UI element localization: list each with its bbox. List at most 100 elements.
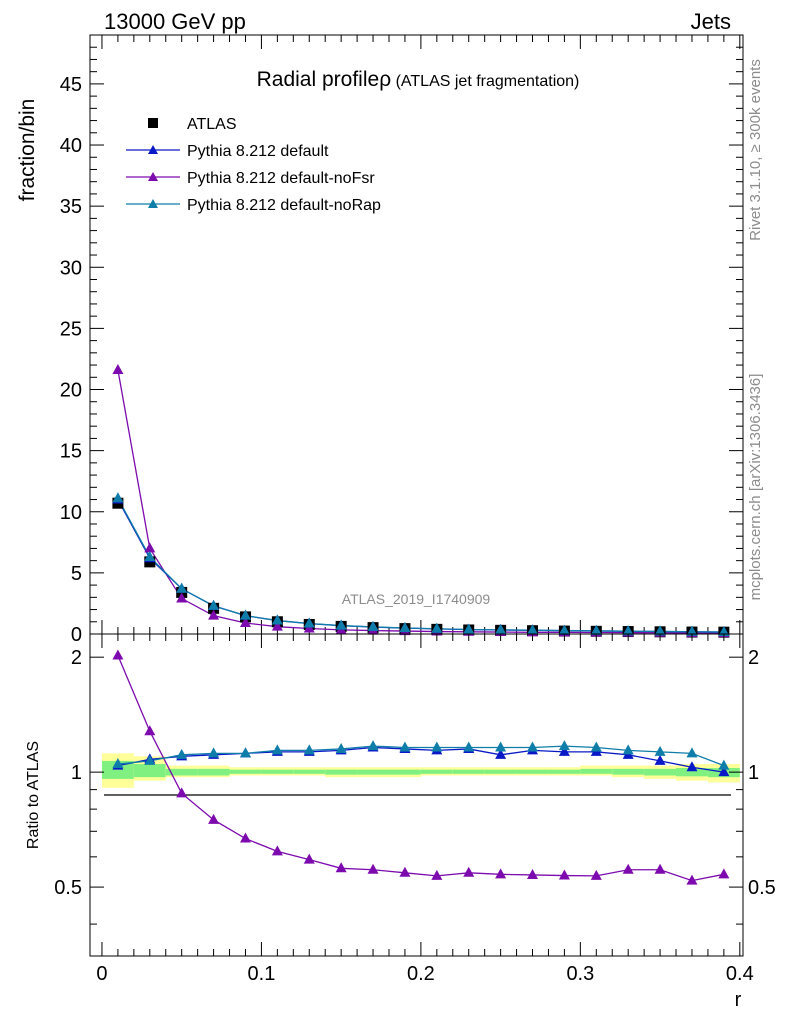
header-right: Jets (691, 9, 731, 34)
main-series-point (239, 609, 251, 620)
main-series-point (527, 624, 539, 635)
ratio-band-green (388, 769, 421, 775)
ratio-ytick-label-right: 2 (748, 647, 759, 669)
side-label-top: Rivet 3.1.10, ≥ 300k events (747, 59, 764, 241)
main-series-point (335, 619, 347, 630)
ratio-ylabel: Ratio to ATLAS (25, 741, 42, 849)
ratio-ytick-label: 0.5 (54, 877, 82, 899)
ratio-series-point (654, 863, 666, 874)
legend-marker-nofsr (148, 172, 158, 181)
ratio-series-point (399, 741, 411, 752)
main-ytick-label: 10 (60, 502, 82, 524)
ratio-band-green (293, 769, 326, 774)
legend-label-atlas: ATLAS (187, 116, 237, 133)
ratio-series-point (527, 868, 539, 879)
ratio-series-point (335, 742, 347, 753)
legend: ATLAS Pythia 8.212 default Pythia 8.212 … (126, 116, 381, 214)
ratio-panel: 0.5 0.51 12 2 0 0.1 0.2 0.3 0.4 Ratio to ATLAS … (25, 633, 776, 1011)
main-ytick-label: 45 (60, 74, 82, 96)
main-ylabel: fraction/bin (16, 99, 39, 202)
main-series-point (271, 614, 283, 625)
main-series-point (686, 625, 698, 636)
chart-title-sub: (ATLAS jet fragmentation) (396, 73, 580, 90)
ratio-series-point (367, 740, 379, 751)
ratio-band-green (229, 769, 262, 774)
ratio-band-green (420, 769, 453, 774)
ratio-series-point (686, 874, 698, 885)
watermark: ATLAS_2019_I1740909 (342, 591, 491, 607)
main-series-point (112, 492, 124, 503)
ratio-frame (89, 633, 744, 957)
ratio-band-green (261, 769, 294, 774)
legend-label-norap: Pythia 8.212 default-noRap (187, 197, 381, 214)
main-series-point (463, 623, 475, 634)
main-ytick-label: 15 (60, 441, 82, 463)
ratio-series-line (117, 655, 724, 882)
ratio-band-green (644, 768, 677, 776)
ratio-series-point (208, 747, 220, 758)
ratio-ytick-label: 2 (71, 647, 82, 669)
legend-marker-atlas (148, 118, 158, 128)
ratio-series-point (367, 863, 379, 874)
main-series-point (271, 620, 283, 631)
ratio-series-point (718, 868, 730, 879)
ratio-band-green (676, 768, 708, 777)
ratio-band-green (133, 764, 166, 778)
ratio-series-point (431, 741, 443, 752)
main-ytick-label: 40 (60, 135, 82, 157)
main-panel: 0 5 10 15 20 25 30 35 40 45 fraction/bin Radial p… (16, 34, 744, 646)
ratio-xtick-label: 0.3 (566, 963, 594, 985)
main-ytick-label: 30 (60, 257, 82, 279)
ratio-series-point (590, 869, 602, 880)
ratio-series-point (112, 649, 124, 660)
ratio-series-point (431, 869, 443, 880)
ratio-series-point (558, 740, 570, 751)
main-y-axis: 0 5 10 15 20 25 30 35 40 45 (60, 34, 743, 646)
ratio-series-point (622, 863, 634, 874)
ratio-band-green (516, 769, 549, 774)
ratio-series-line (117, 745, 725, 767)
main-series-point (112, 363, 124, 374)
ratio-ytick-label-right: 0.5 (748, 877, 776, 899)
header-left: 13000 GeV pp (104, 9, 246, 34)
ratio-bands (101, 753, 740, 788)
ratio-xtick-label: 0.4 (726, 963, 754, 985)
ratio-band-green (357, 769, 389, 775)
ratio-series-point (271, 845, 283, 856)
chart-title-symbol: ρ (379, 68, 391, 91)
ratio-series-point (495, 868, 507, 879)
legend-marker-default (148, 145, 158, 154)
ratio-band-green (197, 768, 230, 776)
ratio-series-point (335, 862, 347, 873)
legend-marker-norap (148, 199, 158, 208)
x-axis-label: r (735, 989, 742, 1011)
main-series-point (239, 616, 251, 627)
ratio-series-point (622, 744, 634, 755)
legend-label-default: Pythia 8.212 default (187, 143, 329, 160)
main-series-point (367, 620, 379, 631)
ratio-series-point (654, 754, 666, 765)
side-label-bottom: mcplots.cern.ch [arXiv:1306.3436] (747, 374, 764, 601)
ratio-band-green (580, 768, 613, 774)
ratio-series-point (590, 741, 602, 752)
ratio-series-point (495, 741, 507, 752)
ratio-series-point (239, 832, 251, 843)
ratio-series-point (718, 759, 730, 770)
main-series-point (208, 609, 220, 620)
ratio-series-point (463, 866, 475, 877)
main-series-group (112, 363, 730, 638)
ratio-series-point (144, 725, 156, 736)
main-series-point (176, 592, 188, 603)
ratio-series-point (718, 766, 730, 777)
legend-label-nofsr: Pythia 8.212 default-noFsr (187, 170, 375, 187)
main-ytick-label: 5 (71, 563, 82, 585)
ratio-series-point (654, 745, 666, 756)
ratio-ytick-label: 1 (71, 762, 82, 784)
ratio-series-point (239, 747, 251, 758)
main-ytick-label: 25 (60, 318, 82, 340)
main-series-point (144, 550, 156, 561)
main-series-point (654, 625, 666, 636)
main-series-point (176, 582, 188, 593)
ratio-series-point (686, 761, 698, 772)
